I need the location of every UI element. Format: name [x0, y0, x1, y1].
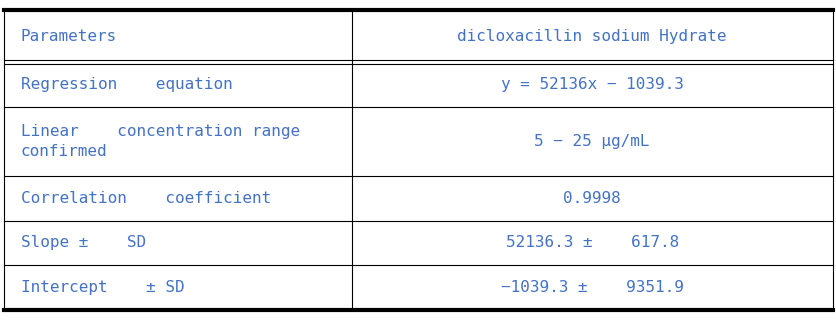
- Text: Parameters: Parameters: [21, 28, 117, 44]
- Text: 0.9998: 0.9998: [563, 191, 620, 206]
- Text: y = 52136x − 1039.3: y = 52136x − 1039.3: [500, 77, 683, 92]
- Text: Correlation    coefficient: Correlation coefficient: [21, 191, 271, 206]
- Text: Regression    equation: Regression equation: [21, 77, 232, 92]
- Text: 52136.3 ±    617.8: 52136.3 ± 617.8: [505, 236, 678, 251]
- Text: −1039.3 ±    9351.9: −1039.3 ± 9351.9: [500, 280, 683, 295]
- Text: Linear    concentration range
confirmed: Linear concentration range confirmed: [21, 124, 299, 159]
- Text: Slope ±    SD: Slope ± SD: [21, 236, 145, 251]
- Text: Intercept    ± SD: Intercept ± SD: [21, 280, 184, 295]
- Text: 5 − 25 μg/mL: 5 − 25 μg/mL: [534, 134, 649, 149]
- Text: dicloxacillin sodium Hydrate: dicloxacillin sodium Hydrate: [457, 28, 726, 44]
